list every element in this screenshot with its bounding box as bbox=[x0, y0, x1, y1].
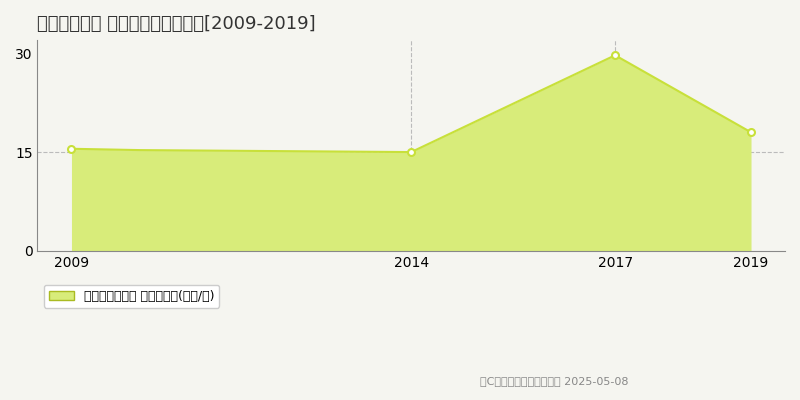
Legend: マンション価格 平均坪単価(万円/坪): マンション価格 平均坪単価(万円/坪) bbox=[44, 285, 219, 308]
Text: 上田市中央西 マンション価格推移[2009-2019]: 上田市中央西 マンション価格推移[2009-2019] bbox=[38, 15, 316, 33]
Text: （C）土地価格ドットコム 2025-05-08: （C）土地価格ドットコム 2025-05-08 bbox=[480, 376, 629, 386]
